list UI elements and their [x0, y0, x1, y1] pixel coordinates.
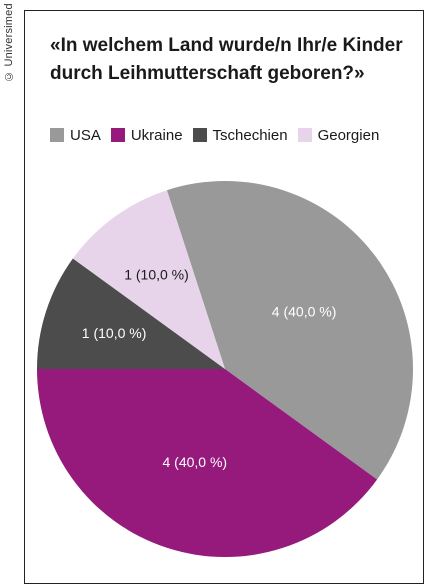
pie-slice-ukraine — [36, 369, 378, 558]
pie-slice-georgien — [72, 190, 226, 369]
legend-swatch-tschechien — [192, 128, 207, 142]
legend-item-tschechien: Tschechien — [192, 126, 288, 144]
pie-slice-usa — [166, 180, 414, 480]
legend-label-ukraine: Ukraine — [130, 126, 183, 144]
legend-item-ukraine: Ukraine — [110, 126, 183, 144]
legend-label-tschechien: Tschechien — [212, 126, 288, 144]
legend-swatch-georgien — [297, 128, 312, 142]
pie-slice-tschechien — [37, 258, 225, 369]
legend-swatch-ukraine — [110, 128, 125, 142]
chart-title-line-2: durch Leihmutterschaft geboren?» — [50, 63, 365, 84]
legend-label-usa: USA — [70, 126, 101, 144]
chart-title: «In welchem Land wurde/n Ihr/e Kinder du… — [50, 32, 410, 88]
pie-label-ukraine: 4 (40,0 %) — [163, 454, 228, 470]
legend-item-georgien: Georgien — [297, 126, 380, 144]
pie-label-tschechien: 1 (10,0 %) — [82, 325, 147, 341]
chart-title-line-1: «In welchem Land wurde/n Ihr/e Kinder — [50, 35, 403, 56]
legend-swatch-usa — [50, 128, 64, 142]
legend-item-usa: USA — [50, 127, 101, 144]
chart-frame — [24, 10, 424, 584]
chart-legend: USA Ukraine Tschechien Georgien — [50, 126, 389, 144]
legend-label-georgien: Georgien — [317, 126, 380, 144]
pie-label-usa: 4 (40,0 %) — [272, 304, 337, 320]
pie-label-georgien: 1 (10,0 %) — [124, 267, 189, 283]
